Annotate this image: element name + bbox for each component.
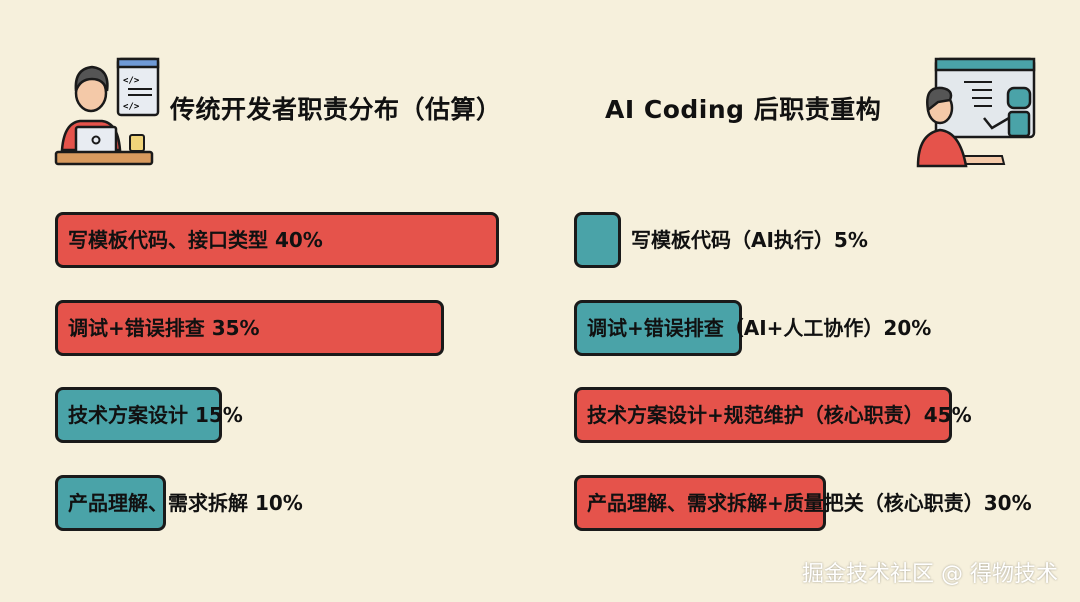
- chart-title-left: 传统开发者职责分布（估算）: [170, 95, 502, 124]
- bar-right-3: [574, 387, 952, 443]
- svg-text:</>: </>: [123, 102, 140, 112]
- bar-left-1: [55, 212, 499, 268]
- watermark: 掘金技术社区 @ 得物技术: [802, 562, 1058, 587]
- bar-label-right-1: 写模板代码（AI执行）5%: [631, 228, 868, 252]
- bar-right-4: [574, 475, 826, 531]
- developer-laptop-illustration: </> </>: [54, 57, 160, 166]
- bar-label-right-2: 调试+错误排查（AI+人工协作）20%: [587, 316, 932, 340]
- bar-label-left-3: 技术方案设计 15%: [68, 403, 243, 427]
- bar-label-left-1: 写模板代码、接口类型 40%: [68, 228, 323, 252]
- bar-right-2: [574, 300, 742, 356]
- bar-label-right-3: 技术方案设计+规范维护（核心职责）45%: [587, 403, 972, 427]
- chart-title-right: AI Coding 后职责重构: [605, 95, 882, 124]
- bar-left-4: [55, 475, 166, 531]
- svg-text:</>: </>: [123, 76, 140, 86]
- developer-ai-robot-illustration: [916, 57, 1036, 168]
- bar-left-2: [55, 300, 444, 356]
- bar-label-left-2: 调试+错误排查 35%: [68, 316, 260, 340]
- bar-left-3: [55, 387, 222, 443]
- bar-right-1: [574, 212, 621, 268]
- bar-label-right-4: 产品理解、需求拆解+质量把关（核心职责）30%: [587, 491, 1032, 515]
- bar-label-left-4: 产品理解、需求拆解 10%: [68, 491, 303, 515]
